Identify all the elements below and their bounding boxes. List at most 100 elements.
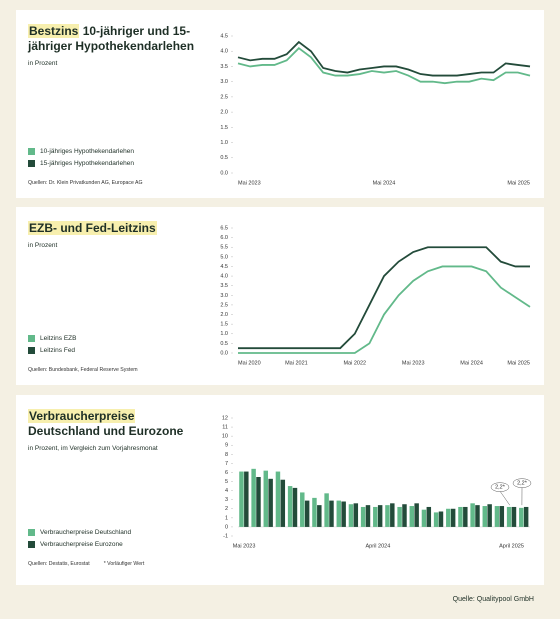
subtitle: in Prozent: [28, 242, 58, 249]
heading: Bestzins 10-jähriger und 15-jähriger Hyp…: [28, 24, 198, 67]
bar: [523, 506, 529, 527]
bar: [280, 479, 286, 527]
bar: [317, 505, 322, 527]
bar: [385, 505, 390, 527]
legend-swatch: [28, 160, 35, 167]
x-tick-label: Mai 2020: [238, 360, 261, 366]
y-tick-label: 4.0: [220, 274, 228, 280]
x-tick-label: April 2024: [366, 543, 391, 549]
y-tick-label: 2.0: [220, 110, 228, 116]
legend-swatch: [28, 529, 35, 536]
legend-swatch: [28, 148, 35, 155]
title-highlight: Verbraucherpreise: [28, 409, 136, 423]
y-tick-label: 3: [225, 497, 228, 503]
bar: [304, 500, 310, 527]
bar: [433, 512, 439, 527]
title-text: Deutschland und Eurozone: [28, 424, 184, 438]
bar: [458, 506, 463, 527]
y-tick-label: 2: [225, 506, 228, 512]
x-tick-label: Mai 2021: [285, 360, 308, 366]
bar: [494, 506, 500, 527]
bar: [519, 507, 524, 527]
note: * Vorläufiger Wert: [103, 561, 145, 567]
bar: [511, 506, 517, 527]
bar: [463, 506, 468, 527]
subtitle: in Prozent, im Vergleich zum Vorjahresmo…: [28, 445, 158, 452]
y-tick-label: 4.0: [220, 49, 228, 55]
bar: [487, 504, 492, 527]
y-tick-label: 2.0: [220, 312, 228, 318]
y-tick-label: 1: [225, 515, 228, 521]
source: Quellen: Destatis, Eurostat * Vorläufiger…: [28, 561, 144, 567]
y-tick-label: 0.5: [220, 341, 228, 347]
legend: Leitzins EZB Leitzins Fed: [28, 335, 77, 359]
y-tick-label: 6.0: [220, 235, 228, 241]
annotation: 2,2*: [495, 485, 506, 491]
bar: [251, 468, 256, 527]
y-tick-label: 4.5: [220, 33, 228, 39]
bar: [336, 500, 342, 527]
chart-title: Bestzins 10-jähriger und 15-jähriger Hyp…: [28, 24, 198, 54]
y-tick-label: 0: [225, 524, 228, 530]
legend: 10-jähriges Hypothekendarlehen 15-jährig…: [28, 148, 134, 172]
bar: [426, 506, 432, 527]
x-tick-label: Mai 2022: [343, 360, 366, 366]
y-tick-label: 6.5: [220, 225, 228, 231]
bar: [470, 503, 475, 527]
bar: [300, 492, 305, 527]
y-tick-label: 1.0: [220, 140, 228, 146]
source: Quellen: Dr. Klein Privatkunden AG, Euro…: [28, 180, 143, 186]
y-tick-label: 9: [225, 443, 228, 449]
x-tick-label: Mai 2025: [507, 360, 530, 366]
y-tick-label: 1.0: [220, 331, 228, 337]
y-tick-label: 3.0: [220, 293, 228, 299]
bar: [402, 504, 407, 527]
bar: [275, 471, 281, 527]
panel: EZB- und Fed-Leitzins in Prozent Leitzin…: [16, 207, 544, 385]
bar: [475, 505, 480, 527]
bar: [377, 505, 383, 527]
y-tick-label: 4: [225, 488, 228, 494]
legend-swatch: [28, 541, 35, 548]
bar: [312, 497, 317, 527]
bar: [256, 477, 261, 527]
callout: [512, 478, 532, 488]
bar: [499, 506, 505, 527]
bar: [446, 508, 451, 527]
chart-title: EZB- und Fed-Leitzins: [28, 221, 198, 236]
bar: [414, 503, 419, 527]
bar: [373, 506, 378, 527]
bar: [353, 503, 359, 527]
y-tick-label: 10: [222, 434, 228, 440]
y-tick-label: 2.5: [220, 302, 228, 308]
bar: [292, 487, 298, 527]
bar: [421, 509, 427, 527]
y-tick-label: 0.0: [220, 170, 228, 176]
legend-label: Verbraucherpreise Eurozone: [40, 541, 123, 548]
y-tick-label: 5: [225, 479, 228, 485]
annotation: 2,2*: [517, 481, 528, 487]
x-tick-label: April 2025: [499, 543, 524, 549]
bar: [397, 506, 402, 527]
bar: [450, 508, 456, 527]
y-tick-label: 3.5: [220, 283, 228, 289]
bar: [506, 506, 512, 527]
legend-label: Verbraucherpreise Deutschland: [40, 529, 132, 536]
bar: [438, 511, 444, 527]
line: [237, 46, 531, 85]
bar: [341, 501, 346, 527]
page-source: Quelle: Qualitypool GmbH: [452, 596, 534, 603]
line: [237, 40, 531, 77]
y-tick-label: 7: [225, 461, 228, 467]
legend-label: Leitzins EZB: [40, 335, 77, 342]
x-tick-label: Mai 2024: [460, 360, 483, 366]
y-tick-label: 11: [222, 425, 228, 431]
panel: Bestzins 10-jähriger und 15-jähriger Hyp…: [16, 10, 544, 198]
x-tick-label: Mai 2024: [373, 180, 396, 186]
y-tick-label: 3.5: [220, 64, 228, 70]
title-text: EZB- und Fed-Leitzins: [28, 221, 157, 235]
y-tick-label: -1: [223, 533, 228, 539]
line: [238, 246, 530, 350]
x-tick-label: Mai 2023: [402, 360, 425, 366]
